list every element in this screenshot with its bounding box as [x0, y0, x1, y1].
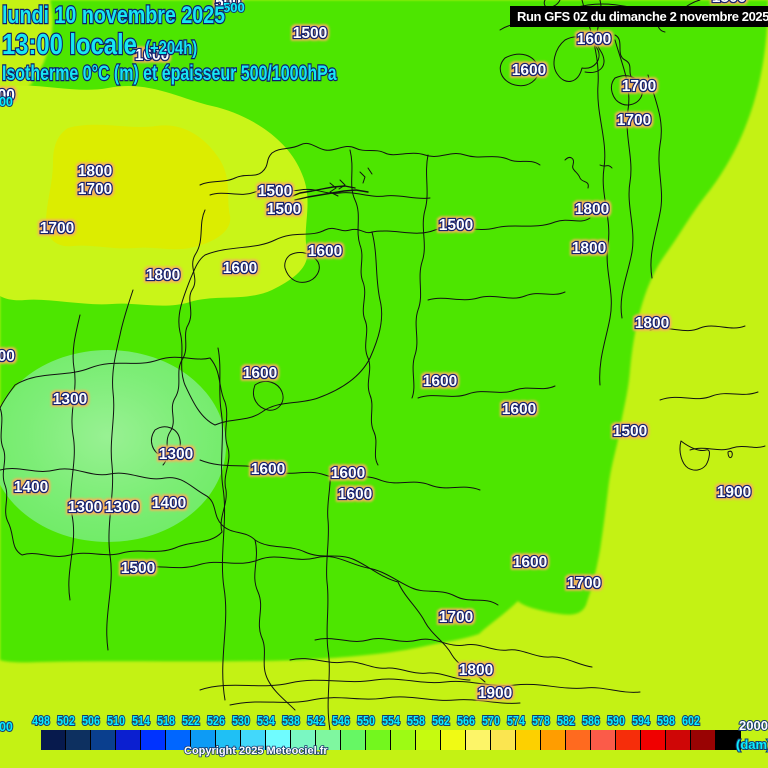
svg-text:1500: 1500	[267, 201, 301, 218]
svg-text:1600: 1600	[502, 401, 536, 418]
svg-text:1900: 1900	[717, 484, 751, 501]
svg-text:1500: 1500	[258, 183, 292, 200]
svg-text:1500: 1500	[293, 25, 327, 42]
svg-text:1300: 1300	[105, 499, 139, 516]
svg-text:1900: 1900	[478, 685, 512, 702]
svg-text:1600: 1600	[243, 365, 277, 382]
svg-text:1500: 1500	[613, 423, 647, 440]
svg-text:1800: 1800	[575, 201, 609, 218]
svg-text:1700: 1700	[622, 78, 656, 95]
svg-text:1600: 1600	[251, 461, 285, 478]
svg-text:1800: 1800	[572, 240, 606, 257]
svg-text:1600: 1600	[223, 260, 257, 277]
svg-text:1600: 1600	[512, 62, 546, 79]
svg-text:1600: 1600	[577, 31, 611, 48]
svg-text:1700: 1700	[40, 220, 74, 237]
svg-text:1600: 1600	[308, 243, 342, 260]
svg-text:1600: 1600	[513, 554, 547, 571]
svg-text:1300: 1300	[68, 499, 102, 516]
svg-text:1800: 1800	[459, 662, 493, 679]
svg-text:1800: 1800	[635, 315, 669, 332]
svg-text:1800: 1800	[146, 267, 180, 284]
svg-text:1600: 1600	[331, 465, 365, 482]
svg-text:1800: 1800	[78, 163, 112, 180]
svg-text:1700: 1700	[617, 112, 651, 129]
svg-text:1700: 1700	[78, 181, 112, 198]
svg-text:1500: 1500	[439, 217, 473, 234]
svg-text:1300: 1300	[53, 391, 87, 408]
svg-text:1700: 1700	[567, 575, 601, 592]
svg-text:1600: 1600	[338, 486, 372, 503]
svg-text:1600: 1600	[423, 373, 457, 390]
svg-text:400: 400	[0, 348, 15, 365]
svg-text:1300: 1300	[159, 446, 193, 463]
svg-text:1700: 1700	[439, 609, 473, 626]
svg-text:1500: 1500	[121, 560, 155, 577]
svg-text:1400: 1400	[14, 479, 48, 496]
svg-text:1400: 1400	[152, 495, 186, 512]
